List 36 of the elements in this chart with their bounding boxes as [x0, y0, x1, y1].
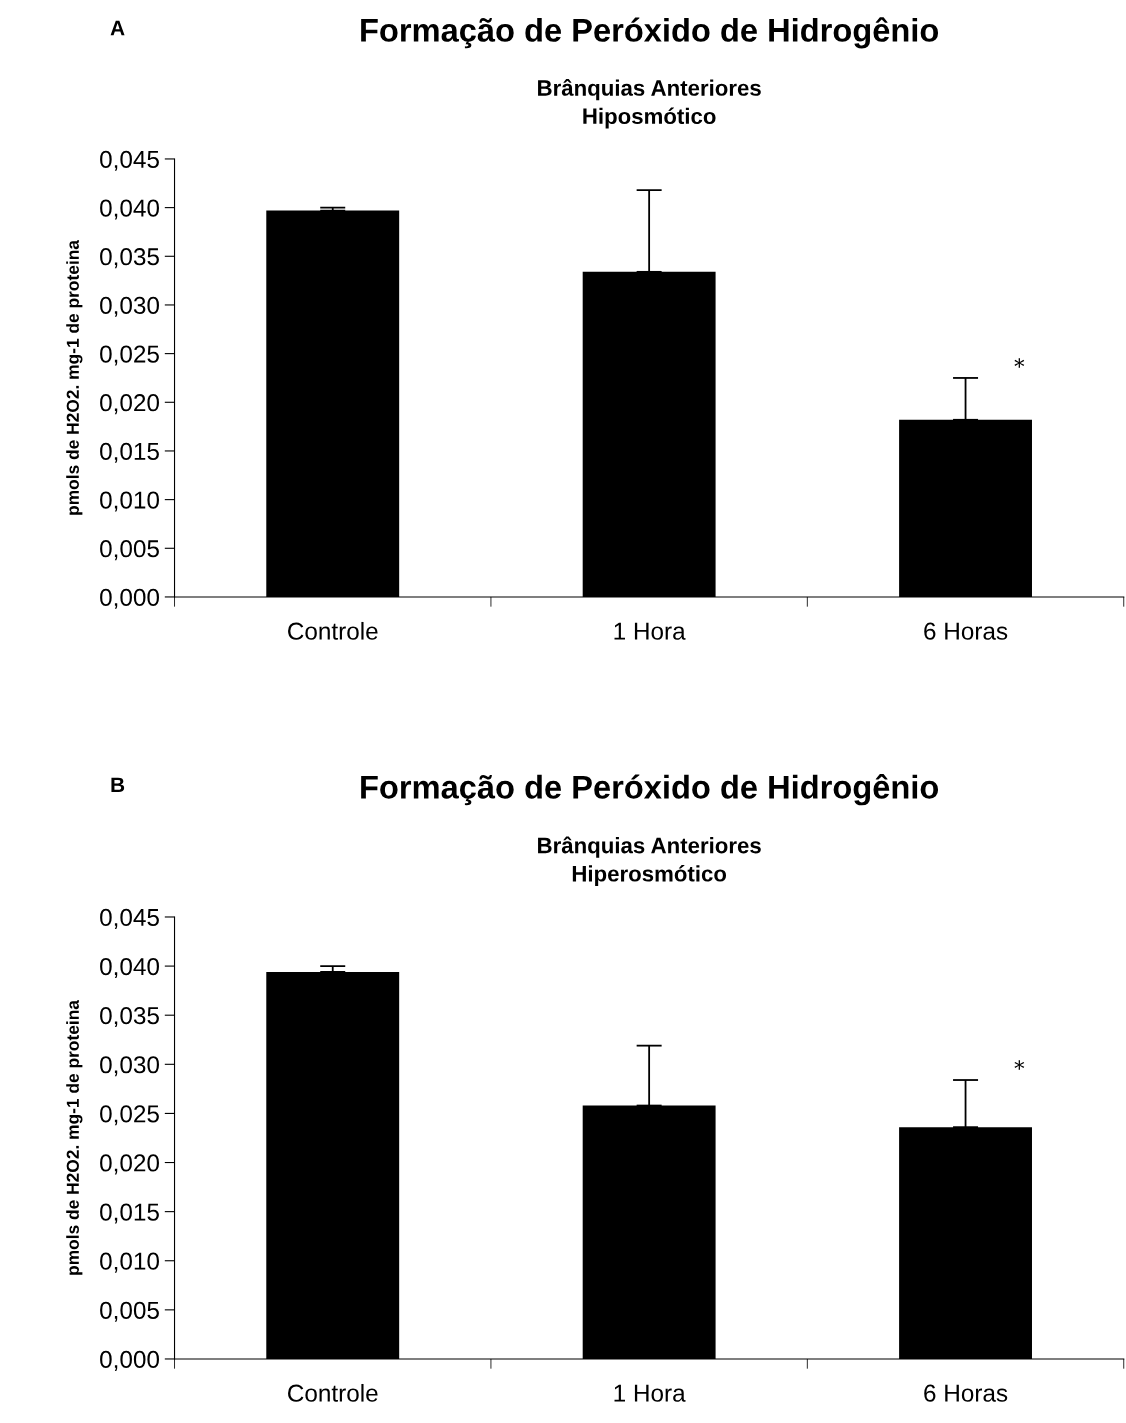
y-tick-label: 0,000	[100, 1350, 159, 1371]
y-tick-label: 0,040	[100, 957, 159, 979]
y-tick-label: 0,015	[100, 442, 159, 463]
y-tick-label: 0,035	[100, 248, 159, 269]
chart-subtitle: Brânquias Anteriores Hiposmótico	[538, 79, 761, 129]
y-tick-label: 0,035	[100, 1007, 159, 1028]
y-tick-label: 0,000	[100, 588, 159, 609]
x-tick-label: 6 Horas	[924, 1384, 1008, 1402]
y-tick-label: 0,015	[100, 1203, 159, 1224]
x-tick-label: 1 Hora	[614, 1384, 686, 1402]
x-tick-label: Controle	[288, 621, 378, 640]
y-tick-label: 0,020	[100, 1154, 159, 1175]
chart-title: Formação de Peróxido de Hidrogênio	[361, 774, 939, 806]
y-tick-label: 0,025	[100, 1105, 159, 1126]
y-tick-label: 0,030	[100, 296, 159, 317]
x-tick-label: Controle	[288, 1383, 378, 1402]
chart-subtitle: Brânquias Anteriores Hiperosmótico	[538, 836, 761, 887]
y-tick-label: 0,045	[100, 150, 159, 171]
y-tick-label: 0,010	[100, 1252, 159, 1273]
x-tick-label: 1 Hora	[614, 622, 686, 640]
y-tick-label: 0,020	[100, 394, 159, 415]
annotation: *	[1014, 1060, 1025, 1070]
y-tick-label: 0,005	[100, 540, 159, 561]
annotation: *	[1014, 358, 1025, 368]
y-tick-label: 0,030	[100, 1056, 159, 1077]
text: A	[110, 20, 125, 36]
y-tick-label: 0,040	[100, 199, 159, 220]
y-tick-label: 0,045	[100, 908, 159, 929]
y-axis-title: pmols de H2O2. mg-1 de proteina	[66, 999, 83, 1275]
text: B	[111, 777, 125, 792]
y-tick-label: 0,025	[100, 345, 159, 366]
y-tick-label: 0,010	[100, 491, 159, 512]
x-tick-label: 6 Horas	[924, 622, 1008, 640]
y-axis-title: pmols de H2O2. mg-1 de proteina	[66, 239, 83, 515]
y-tick-label: 0,005	[100, 1301, 159, 1322]
chart-title: Formação de Peróxido de Hidrogênio	[361, 17, 939, 49]
